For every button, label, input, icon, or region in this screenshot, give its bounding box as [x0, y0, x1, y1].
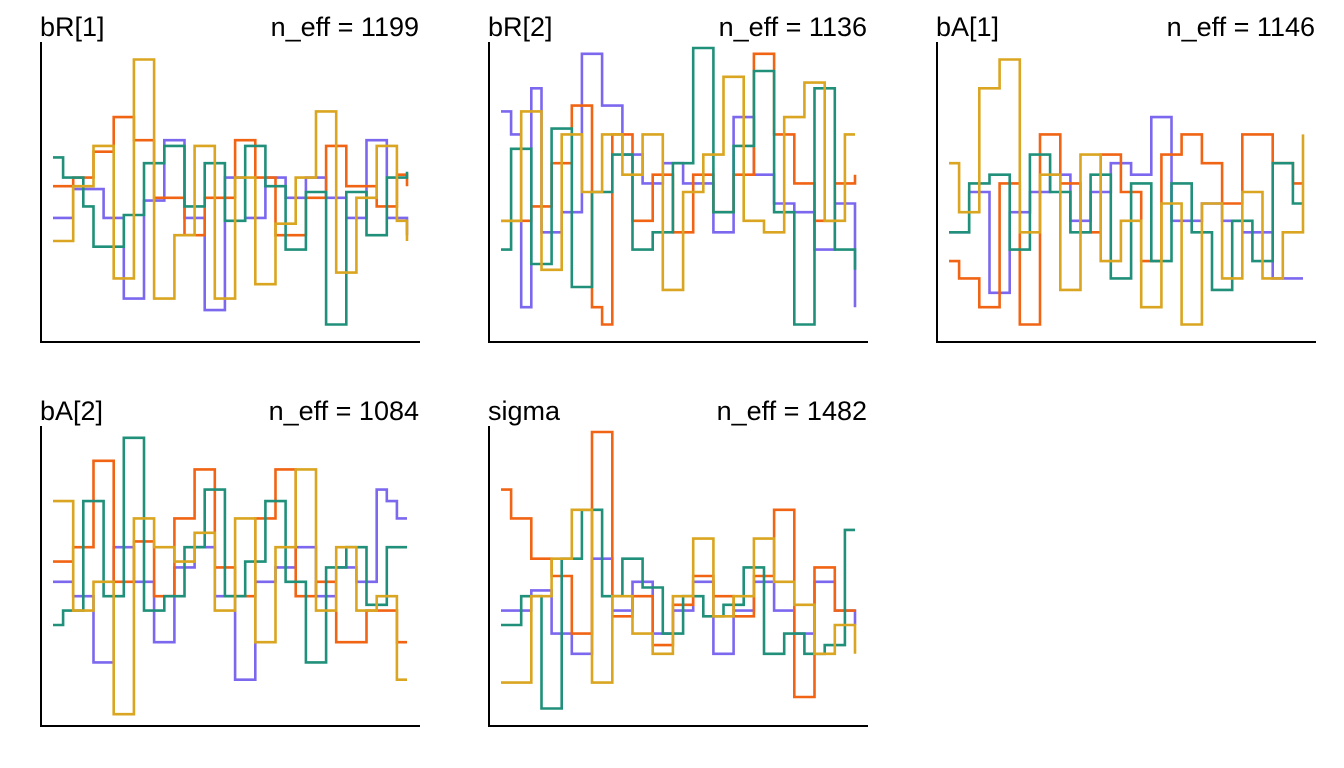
plot-area — [53, 58, 409, 326]
trace-chain-3-line — [501, 508, 855, 710]
panel-2: bR[2] n_eff = 1136 — [488, 12, 868, 343]
plot-area — [501, 430, 857, 710]
plot-area — [949, 58, 1305, 326]
panel-title: bR[2] — [488, 12, 553, 42]
trace-chain-2-line — [53, 459, 407, 644]
trace-chain-4-line — [501, 508, 857, 684]
panel-4: bA[2] n_eff = 1084 — [40, 396, 420, 727]
trace-chain-3-line — [501, 46, 857, 326]
panel-1: bR[1] n_eff = 1199 — [40, 12, 420, 343]
panel-title: bA[2] — [40, 396, 103, 426]
trace-chain-3-line — [53, 436, 407, 664]
panel-neff-label: n_eff = 1482 — [717, 396, 867, 426]
panel-title: bR[1] — [40, 12, 105, 42]
trace-chain-2-line — [949, 133, 1303, 326]
panel-title: sigma — [488, 396, 561, 426]
trace-chain-2-line — [53, 115, 409, 237]
panel-3: bA[1] n_eff = 1146 — [936, 12, 1316, 343]
plot-area — [53, 436, 407, 716]
trace-chain-4-line — [501, 75, 855, 292]
trace-chain-4-line — [53, 468, 407, 716]
trace-chain-2-line — [501, 430, 855, 699]
panel-title: bA[1] — [936, 12, 999, 42]
panel-neff-label: n_eff = 1199 — [271, 12, 419, 42]
trace-chain-1-line — [53, 138, 409, 312]
trace-chain-1-line — [53, 488, 407, 681]
trace-chain-1-line — [501, 557, 857, 656]
panel-neff-label: n_eff = 1136 — [719, 12, 867, 42]
trace-chain-3-line — [949, 153, 1303, 292]
plot-area — [501, 46, 857, 326]
panel-neff-label: n_eff = 1146 — [1167, 12, 1315, 42]
trace-chain-4-line — [949, 58, 1305, 326]
trace-chain-3-line — [53, 144, 409, 326]
trace-chain-1-line — [949, 115, 1303, 295]
trace-chain-2-line — [501, 52, 857, 326]
panel-5: sigma n_eff = 1482 — [488, 396, 868, 727]
panel-neff-label: n_eff = 1084 — [269, 396, 419, 426]
trace-chain-4-line — [53, 58, 409, 300]
